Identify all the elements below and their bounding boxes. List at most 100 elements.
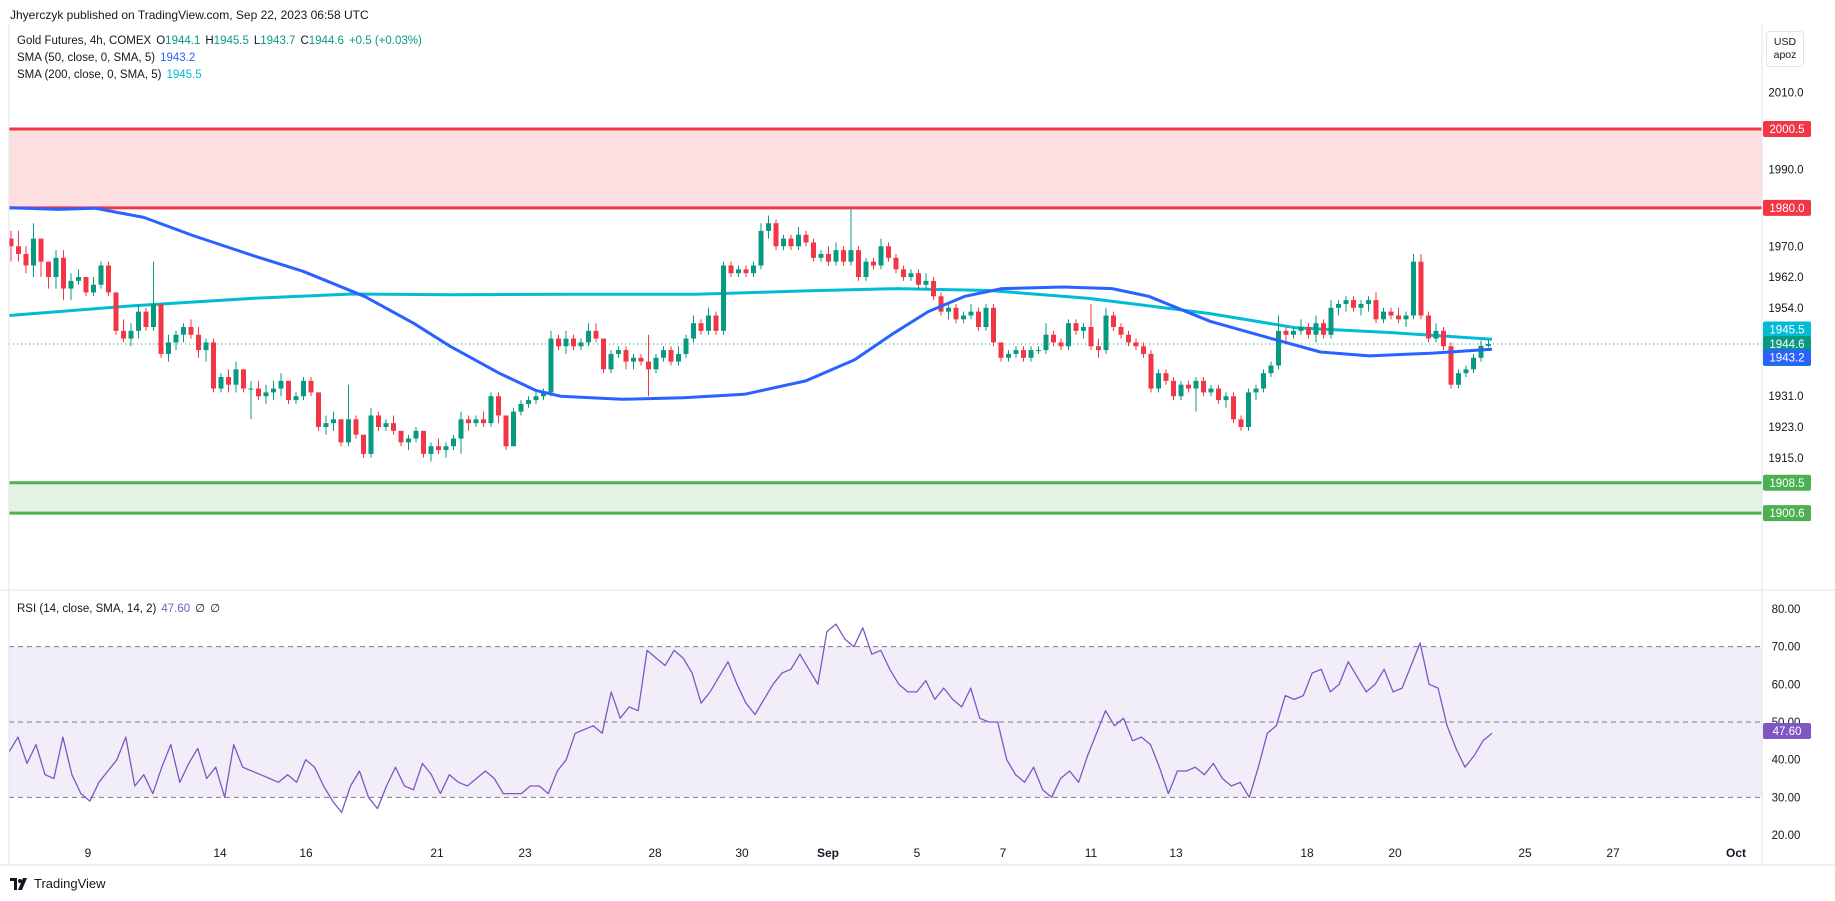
- candle: [1328, 300, 1334, 339]
- candle-body: [968, 311, 974, 316]
- currency-unit-button[interactable]: USD apoz: [1766, 31, 1804, 67]
- candle-body: [436, 446, 441, 451]
- rsi-tick-label: 80.00: [1772, 604, 1801, 616]
- candle: [728, 261, 734, 278]
- candle: [143, 307, 149, 331]
- price-axis-label-bg: [1763, 321, 1811, 338]
- candle-body: [811, 242, 816, 258]
- candle-body: [773, 223, 779, 247]
- sma200-label: SMA (200, close, 0, SMA, 5): [17, 69, 162, 81]
- candle-body: [8, 238, 14, 247]
- candle-body: [91, 284, 96, 293]
- candle-body: [1201, 380, 1206, 393]
- price-axis-label: 2000.5: [1763, 121, 1811, 137]
- candle: [1253, 384, 1259, 401]
- candle-body: [271, 388, 276, 393]
- candle-body: [563, 338, 569, 347]
- price-axis-label-bg: [1763, 121, 1811, 137]
- candle-body: [923, 280, 929, 285]
- candle-body: [398, 430, 404, 443]
- candle-body: [533, 396, 539, 401]
- candle: [1486, 340, 1491, 348]
- candle: [661, 346, 666, 362]
- candle: [1396, 307, 1401, 324]
- candle: [166, 334, 171, 362]
- candle: [946, 303, 951, 320]
- candle-body: [1223, 396, 1229, 401]
- candle: [676, 346, 681, 366]
- candle: [1283, 327, 1289, 343]
- candle: [601, 338, 606, 374]
- candle-body: [16, 246, 21, 254]
- candle-body: [1433, 330, 1439, 339]
- candle: [421, 430, 426, 458]
- rsi-tick-label: 30.00: [1772, 792, 1801, 804]
- candle-body: [1103, 315, 1109, 351]
- sma50-legend[interactable]: SMA (50, close, 0, SMA, 5) 1943.2: [17, 52, 200, 64]
- candle-body: [1321, 323, 1326, 335]
- candle-body: [61, 257, 66, 289]
- candle-body: [1418, 261, 1424, 316]
- candle: [533, 392, 539, 404]
- candle-body: [1336, 303, 1341, 308]
- price-axis-label: 1945.5: [1763, 321, 1811, 338]
- candle: [983, 303, 989, 331]
- candle-body: [1208, 388, 1214, 393]
- candle-body: [391, 423, 396, 431]
- candle-body: [1066, 323, 1071, 347]
- candle: [503, 415, 509, 451]
- candle-body: [721, 265, 726, 331]
- candle-body: [106, 265, 111, 293]
- candle-body: [68, 280, 74, 289]
- candle-body: [1238, 419, 1244, 427]
- candle: [211, 338, 216, 393]
- candle-body: [293, 396, 299, 401]
- candle: [368, 407, 374, 458]
- candle: [706, 307, 711, 335]
- candle: [23, 246, 29, 274]
- candle-body: [458, 419, 464, 439]
- candle: [1148, 350, 1154, 393]
- candle-body: [158, 303, 164, 354]
- candle-body: [1096, 346, 1101, 351]
- candle-body: [833, 250, 839, 262]
- price-axis-label: 1943.2: [1763, 349, 1811, 366]
- candle: [871, 257, 876, 270]
- candle-body: [713, 315, 719, 331]
- candle-body: [1456, 373, 1461, 385]
- candle: [901, 265, 906, 281]
- candle-body: [856, 250, 861, 278]
- time-tick-label: 28: [648, 846, 662, 860]
- candle-body: [871, 261, 876, 266]
- candle: [436, 438, 441, 454]
- candle-body: [1148, 353, 1154, 389]
- candle-body: [796, 234, 801, 247]
- candle: [578, 338, 584, 351]
- candle: [1298, 319, 1304, 335]
- candle-body: [1276, 330, 1281, 366]
- candle: [1276, 315, 1281, 370]
- time-tick-label: 14: [213, 846, 227, 860]
- candle-body: [1486, 343, 1491, 346]
- sma200-legend[interactable]: SMA (200, close, 0, SMA, 5) 1945.5: [17, 69, 207, 81]
- tradingview-footer[interactable]: TradingView: [10, 876, 106, 891]
- candle-body: [916, 273, 921, 285]
- candle-body: [443, 446, 449, 451]
- candle: [466, 415, 471, 431]
- candle-body: [1036, 350, 1041, 352]
- candle-body: [121, 330, 126, 339]
- candle: [1411, 253, 1416, 320]
- candle: [361, 434, 366, 458]
- candle: [1463, 365, 1469, 378]
- candle: [46, 261, 51, 289]
- rsi-tick-label: 40.00: [1772, 755, 1801, 767]
- candle: [1441, 327, 1446, 351]
- candle: [173, 330, 179, 351]
- candle-body: [586, 330, 591, 343]
- rsi-legend[interactable]: RSI (14, close, SMA, 14, 2) 47.60 ∅ ∅: [17, 601, 225, 615]
- candle: [8, 230, 14, 262]
- candle: [1073, 319, 1079, 335]
- candle-body: [616, 350, 621, 354]
- candle-body: [1478, 345, 1484, 358]
